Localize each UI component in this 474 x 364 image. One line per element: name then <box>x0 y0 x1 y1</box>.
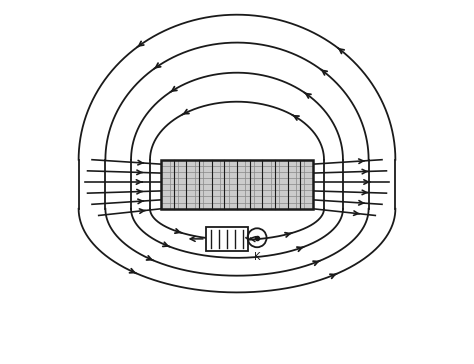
Bar <box>161 160 313 209</box>
Text: K: K <box>254 252 260 262</box>
Bar <box>206 227 248 251</box>
Bar <box>161 160 313 209</box>
